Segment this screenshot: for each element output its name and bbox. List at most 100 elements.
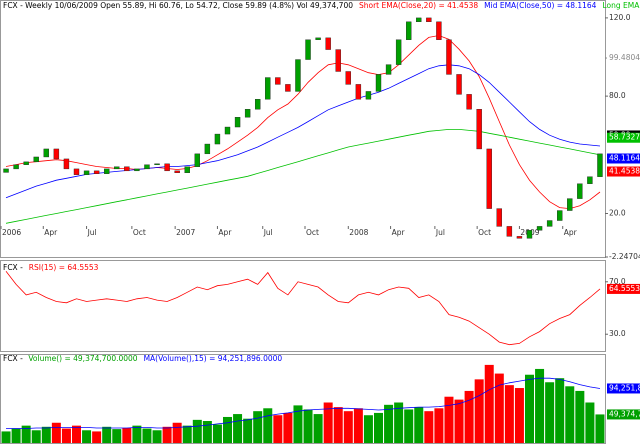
- candle: [486, 148, 492, 209]
- candle: [234, 117, 241, 128]
- legend-entry: Long EMA(Close,200) = 58.7327: [602, 1, 640, 10]
- candle: [456, 74, 462, 95]
- candle: [13, 164, 19, 170]
- volume-bar: [555, 378, 565, 443]
- candle: [43, 148, 49, 158]
- volume-bar: [353, 408, 363, 443]
- candle: [164, 163, 170, 172]
- last-value-label: 49,374,700: [609, 409, 640, 418]
- volume-bar: [343, 411, 353, 443]
- last-value-label: 58.7327: [609, 133, 640, 142]
- x-tick-label: Jul: [435, 228, 445, 237]
- legend-entry: Short EMA(Close,20) = 41.4538: [359, 1, 478, 10]
- price-panel: [0, 0, 606, 258]
- last-value-box: [607, 383, 640, 394]
- volume-bar: [374, 412, 383, 443]
- volume-bar: [21, 425, 31, 443]
- y-tick-label: 80.0: [609, 91, 626, 100]
- series-line: [5, 271, 601, 346]
- x-tick-label: Jul: [263, 228, 273, 237]
- volume-bar: [192, 419, 202, 443]
- last-value-box: [607, 283, 640, 294]
- volume-bar: [434, 408, 444, 443]
- volume-bar: [122, 427, 132, 443]
- volume-bar: [575, 390, 585, 443]
- volume-bar: [233, 414, 243, 443]
- x-tick-label: Apr: [44, 228, 58, 237]
- candle: [567, 198, 573, 211]
- candle: [436, 21, 442, 40]
- volume-bar: [454, 399, 464, 443]
- candle: [375, 74, 382, 92]
- candle: [597, 153, 603, 177]
- volume-bar: [51, 422, 61, 443]
- last-value-box: [607, 132, 640, 143]
- volume-bar: [514, 388, 524, 443]
- candle: [295, 59, 301, 92]
- volume-bar: [223, 416, 232, 443]
- last-value-label: 41.4538: [609, 167, 640, 176]
- candle: [244, 109, 251, 118]
- candle: [23, 161, 29, 165]
- volume-bar: [333, 407, 343, 443]
- volume-bar: [253, 411, 263, 443]
- volume-bar: [152, 430, 162, 443]
- candle: [516, 236, 523, 239]
- volume-bar: [444, 396, 454, 443]
- volume-bar: [535, 368, 545, 443]
- candle: [426, 17, 432, 23]
- candle: [305, 39, 311, 60]
- x-tick-label: 2006: [2, 228, 21, 237]
- volume-bar: [31, 430, 41, 443]
- x-tick-label: 2007: [176, 228, 195, 237]
- candle: [355, 84, 362, 100]
- candle: [557, 210, 563, 221]
- candle: [63, 158, 70, 170]
- candle: [73, 168, 80, 175]
- volume-bar: [293, 405, 303, 443]
- candle: [496, 208, 502, 227]
- candle: [446, 39, 452, 75]
- candle: [587, 176, 593, 184]
- candle: [124, 166, 130, 172]
- volume-bar: [565, 386, 575, 443]
- volume-bar: [132, 425, 142, 443]
- volume-bar: [595, 414, 605, 443]
- series-line: [5, 129, 601, 224]
- candle: [275, 77, 281, 85]
- candle: [506, 226, 513, 237]
- candle: [254, 99, 261, 110]
- panel-header: FCX - Volume() = 49,374,700.0000 MA(Volume…: [3, 354, 282, 363]
- legend-entry: RSI(15) = 64.5553: [29, 263, 99, 272]
- volume-bar: [585, 402, 595, 443]
- volume-bar: [82, 430, 92, 443]
- volume-bar: [142, 428, 152, 443]
- candle: [83, 170, 90, 175]
- volume-panel: [0, 354, 606, 444]
- candle: [385, 64, 392, 75]
- y-tick-label: 30.0: [609, 329, 626, 338]
- volume-bar: [41, 426, 51, 443]
- volume-bar: [1, 431, 11, 443]
- last-value-label: 64.5553: [609, 284, 640, 293]
- last-value-box: [607, 153, 640, 164]
- volume-bar: [172, 422, 182, 443]
- last-value-label: 48.1164: [609, 153, 640, 162]
- panel-title: FCX -: [3, 354, 23, 363]
- y-tick-label: 20.0: [609, 208, 626, 217]
- volume-bar: [394, 402, 404, 443]
- volume-bar: [303, 409, 313, 443]
- legend-entry: Mid EMA(Close,50) = 48.1164: [484, 1, 597, 10]
- candle: [335, 49, 341, 72]
- candle: [93, 170, 100, 174]
- last-value-label: 94,251,896: [609, 383, 640, 392]
- candle: [114, 166, 120, 170]
- volume-bar: [525, 374, 534, 443]
- volume-bar: [273, 415, 283, 443]
- candle: [365, 91, 372, 100]
- rsi-panel: [0, 260, 606, 352]
- candle: [476, 109, 482, 150]
- candle: [3, 168, 9, 173]
- volume-bar: [484, 364, 494, 443]
